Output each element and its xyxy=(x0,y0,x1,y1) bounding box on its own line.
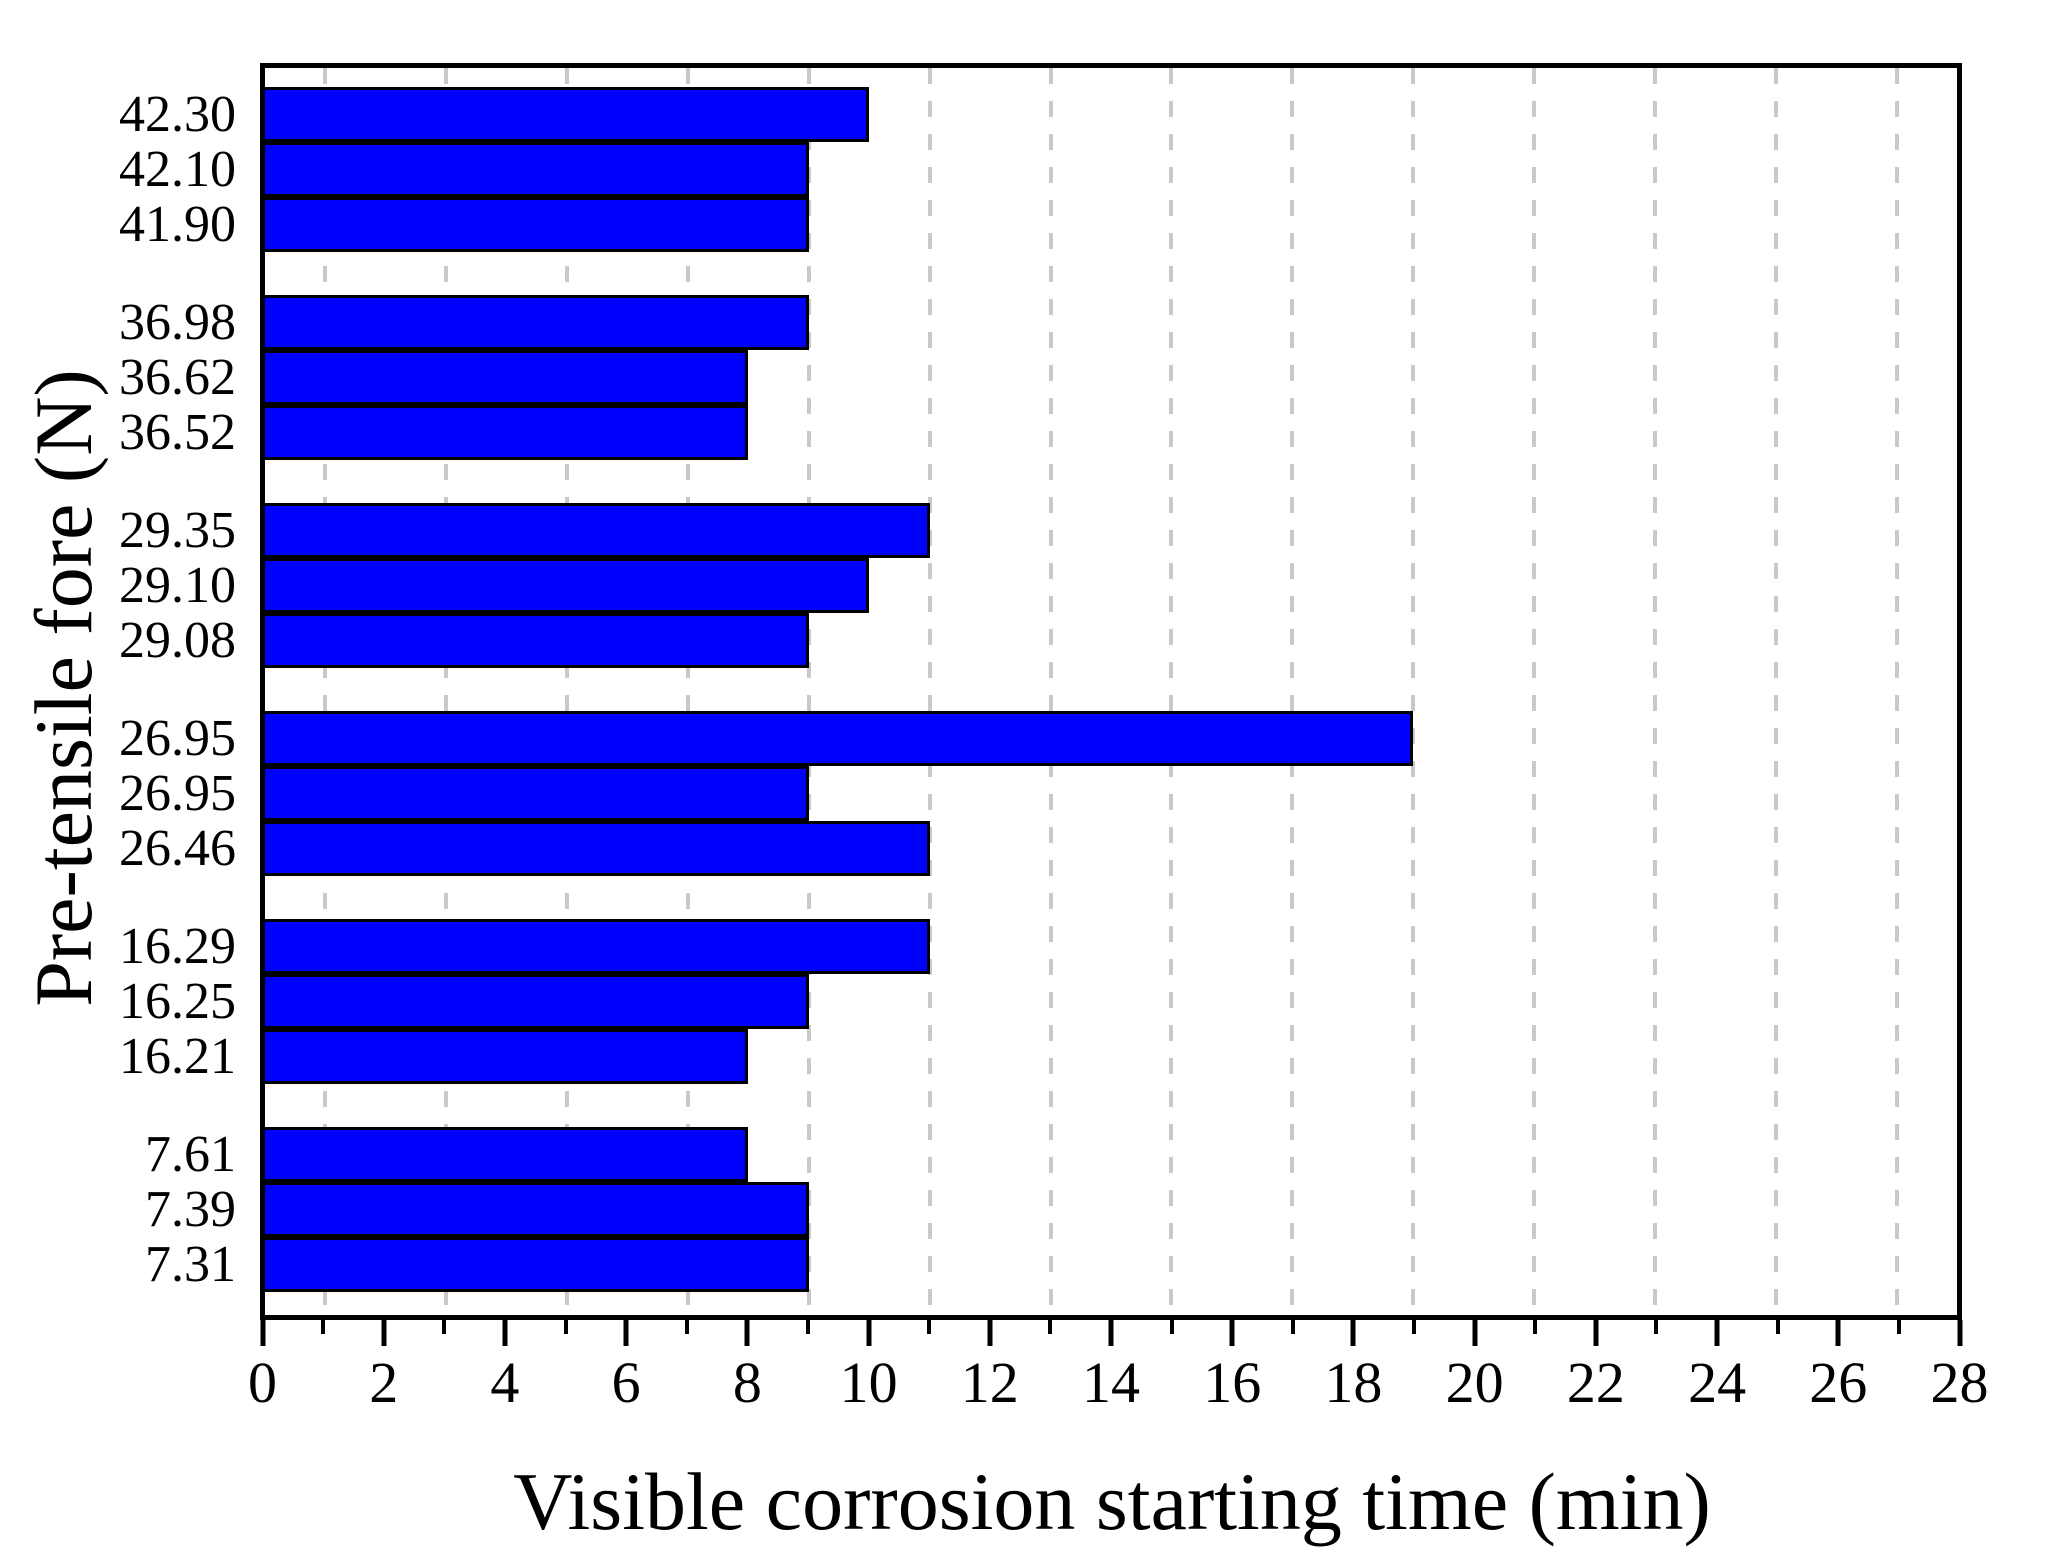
gridline xyxy=(686,68,690,1315)
x-minor-tick xyxy=(1896,1320,1901,1334)
bar xyxy=(265,295,809,350)
x-major-tick xyxy=(1593,1320,1599,1346)
y-category-label: 36.98 xyxy=(119,294,236,351)
x-major-tick xyxy=(502,1320,508,1346)
bar xyxy=(265,197,809,252)
y-category-label: 16.29 xyxy=(119,918,236,975)
y-category-label: 36.62 xyxy=(119,349,236,406)
x-tick-label: 16 xyxy=(1203,1350,1262,1415)
x-minor-tick xyxy=(1775,1320,1780,1334)
x-minor-tick xyxy=(1412,1320,1417,1334)
bar xyxy=(265,821,930,876)
x-major-tick xyxy=(987,1320,993,1346)
y-category-label: 26.95 xyxy=(119,710,236,767)
y-axis-title: Pre-tensile fore (N) xyxy=(18,369,109,1007)
gridline xyxy=(1894,68,1899,1315)
bar xyxy=(265,142,809,197)
bar xyxy=(265,350,749,405)
x-major-tick xyxy=(1229,1320,1235,1346)
gridline xyxy=(444,68,449,1315)
x-tick-label: 10 xyxy=(839,1350,898,1415)
x-minor-tick xyxy=(927,1320,932,1334)
x-major-tick xyxy=(1350,1320,1356,1346)
bar xyxy=(265,919,930,974)
x-tick-label: 8 xyxy=(732,1350,762,1415)
gridline xyxy=(323,68,328,1315)
bar xyxy=(265,405,749,460)
y-category-label: 29.10 xyxy=(119,557,236,614)
y-category-label: 29.35 xyxy=(119,502,236,559)
y-category-label: 16.25 xyxy=(119,973,236,1030)
x-tick-label: 0 xyxy=(248,1350,277,1415)
x-major-tick xyxy=(1472,1320,1478,1346)
y-category-label: 16.21 xyxy=(119,1028,236,1085)
y-category-label: 29.08 xyxy=(119,612,236,669)
x-tick-label: 26 xyxy=(1809,1350,1868,1415)
x-tick-label: 14 xyxy=(1082,1350,1140,1415)
x-minor-tick xyxy=(1290,1320,1295,1334)
x-minor-tick xyxy=(1048,1320,1053,1334)
gridline xyxy=(927,68,932,1315)
gridline xyxy=(1048,68,1053,1315)
bar xyxy=(265,613,809,668)
gridline xyxy=(1652,68,1657,1315)
y-category-label: 26.95 xyxy=(119,765,236,822)
bar xyxy=(265,1182,809,1237)
x-tick-label: 28 xyxy=(1930,1350,1989,1415)
plot-area xyxy=(260,63,1962,1320)
y-category-label: 42.10 xyxy=(119,141,236,198)
x-major-tick xyxy=(1957,1320,1962,1346)
x-minor-tick xyxy=(1654,1320,1659,1334)
x-major-tick xyxy=(866,1320,872,1346)
gridline xyxy=(1532,68,1536,1315)
x-minor-tick xyxy=(442,1320,447,1334)
x-minor-tick xyxy=(1533,1320,1538,1334)
x-tick-label: 2 xyxy=(369,1350,399,1415)
bar xyxy=(265,1029,749,1084)
y-category-label: 26.46 xyxy=(119,820,236,877)
x-tick-label: 18 xyxy=(1324,1350,1383,1415)
y-category-label: 7.39 xyxy=(145,1181,236,1238)
y-category-label: 7.31 xyxy=(145,1236,236,1293)
x-minor-tick xyxy=(805,1320,810,1334)
x-tick-label: 24 xyxy=(1688,1350,1747,1415)
bar xyxy=(265,1237,809,1292)
x-tick-label: 6 xyxy=(611,1350,641,1415)
bar xyxy=(265,1127,749,1182)
bar xyxy=(265,503,930,558)
x-major-tick xyxy=(1835,1320,1841,1346)
gridline xyxy=(1290,68,1295,1315)
x-axis-title: Visible corrosion starting time (min) xyxy=(513,1456,1711,1547)
x-major-tick xyxy=(623,1320,629,1346)
y-category-label: 42.30 xyxy=(119,86,236,143)
x-minor-tick xyxy=(563,1320,568,1334)
bar xyxy=(265,766,809,821)
x-minor-tick xyxy=(321,1320,326,1334)
x-major-tick xyxy=(744,1320,750,1346)
bar xyxy=(265,87,870,142)
x-tick-label: 22 xyxy=(1566,1350,1625,1415)
bar xyxy=(265,711,1414,766)
bar xyxy=(265,558,870,613)
y-category-label: 36.52 xyxy=(119,404,236,461)
gridline xyxy=(1773,68,1778,1315)
x-tick-label: 12 xyxy=(960,1350,1019,1415)
x-tick-label: 20 xyxy=(1445,1350,1504,1415)
x-major-tick xyxy=(1714,1320,1720,1346)
x-tick-label: 4 xyxy=(490,1350,520,1415)
y-category-label: 7.61 xyxy=(145,1126,236,1183)
bar xyxy=(265,974,809,1029)
gridline xyxy=(565,68,570,1315)
x-minor-tick xyxy=(684,1320,689,1334)
y-category-label: 41.90 xyxy=(119,196,236,253)
gridline xyxy=(1411,68,1416,1315)
x-minor-tick xyxy=(1169,1320,1174,1334)
x-major-tick xyxy=(1108,1320,1114,1346)
x-major-tick xyxy=(381,1320,387,1346)
gridline xyxy=(806,68,811,1315)
x-major-tick xyxy=(260,1320,265,1346)
gridline xyxy=(1169,68,1174,1315)
